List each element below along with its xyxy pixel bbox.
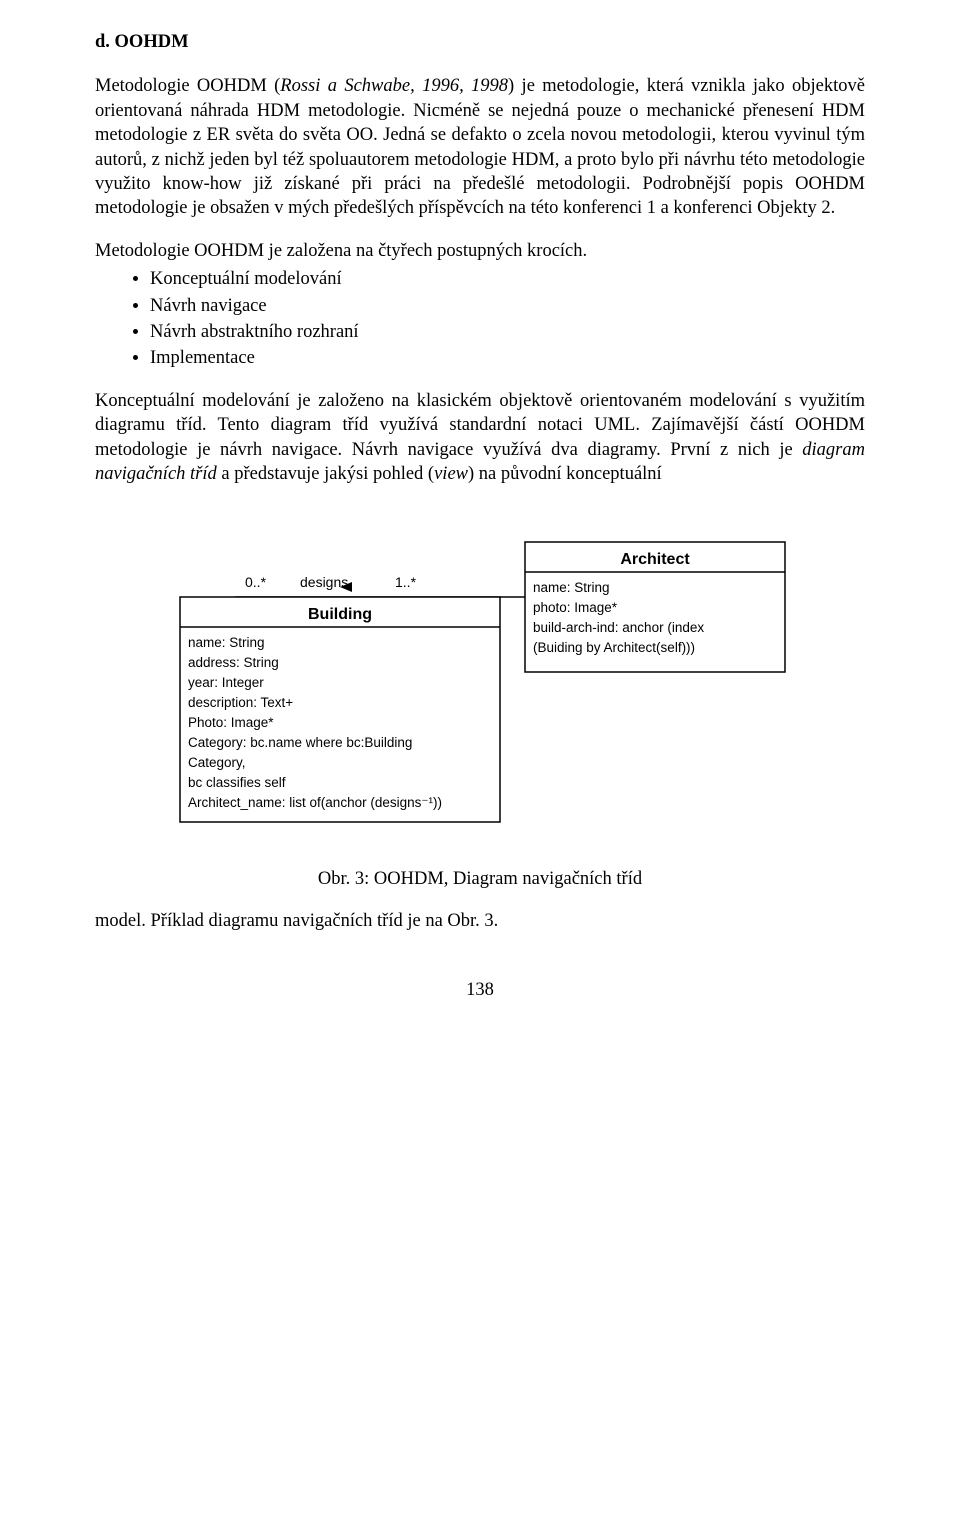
assoc-mult-left: 0..* xyxy=(245,574,267,590)
building-line: name: String xyxy=(188,635,265,650)
page-number: 138 xyxy=(95,978,865,1002)
building-line: year: Integer xyxy=(188,675,264,690)
paragraph-2: Metodologie OOHDM je založena na čtyřech… xyxy=(95,239,865,263)
architect-line: (Buiding by Architect(self))) xyxy=(533,640,695,655)
architect-line: name: String xyxy=(533,580,610,595)
paragraph-1: Metodologie OOHDM (Rossi a Schwabe, 1996… xyxy=(95,74,865,220)
building-line: Architect_name: list of(anchor (designs⁻… xyxy=(188,795,442,810)
p1-text-a: Metodologie OOHDM ( xyxy=(95,76,280,96)
assoc-mult-right: 1..* xyxy=(395,574,417,590)
building-line: address: String xyxy=(188,655,279,670)
list-item: Návrh navigace xyxy=(150,294,865,318)
list-item: Implementace xyxy=(150,346,865,370)
p1-text-italic: Rossi a Schwabe, 1996, 1998 xyxy=(280,76,508,96)
building-line: Photo: Image* xyxy=(188,715,274,730)
paragraph-3: Konceptuální modelování je založeno na k… xyxy=(95,389,865,487)
figure-caption: Obr. 3: OOHDM, Diagram navigačních tříd xyxy=(95,867,865,891)
building-line: bc classifies self xyxy=(188,775,286,790)
architect-line: build-arch-ind: anchor (index xyxy=(533,620,704,635)
paragraph-4: model. Příklad diagramu navigačních tříd… xyxy=(95,909,865,933)
bullet-list: Konceptuální modelování Návrh navigace N… xyxy=(95,267,865,371)
p1-text-c: ) je metodologie, která vznikla jako obj… xyxy=(95,76,865,218)
building-title: Building xyxy=(308,606,372,623)
list-item: Návrh abstraktního rozhraní xyxy=(150,320,865,344)
building-line: Category: bc.name where bc:Building xyxy=(188,735,412,750)
building-line: description: Text+ xyxy=(188,695,293,710)
assoc-label: designs xyxy=(300,574,348,590)
p3-text-c: a představuje jakýsi pohled ( xyxy=(217,464,434,484)
p3-text-d-italic: view xyxy=(434,464,468,484)
list-item: Konceptuální modelování xyxy=(150,267,865,291)
building-line: Category, xyxy=(188,755,246,770)
architect-title: Architect xyxy=(620,551,690,568)
p3-text-e: ) na původní konceptuální xyxy=(468,464,662,484)
section-heading: d. OOHDM xyxy=(95,30,865,54)
p3-text-a: Konceptuální modelování je založeno na k… xyxy=(95,391,865,460)
uml-diagram: 0..* designs 1..* Building name: String … xyxy=(95,527,865,837)
architect-line: photo: Image* xyxy=(533,600,618,615)
